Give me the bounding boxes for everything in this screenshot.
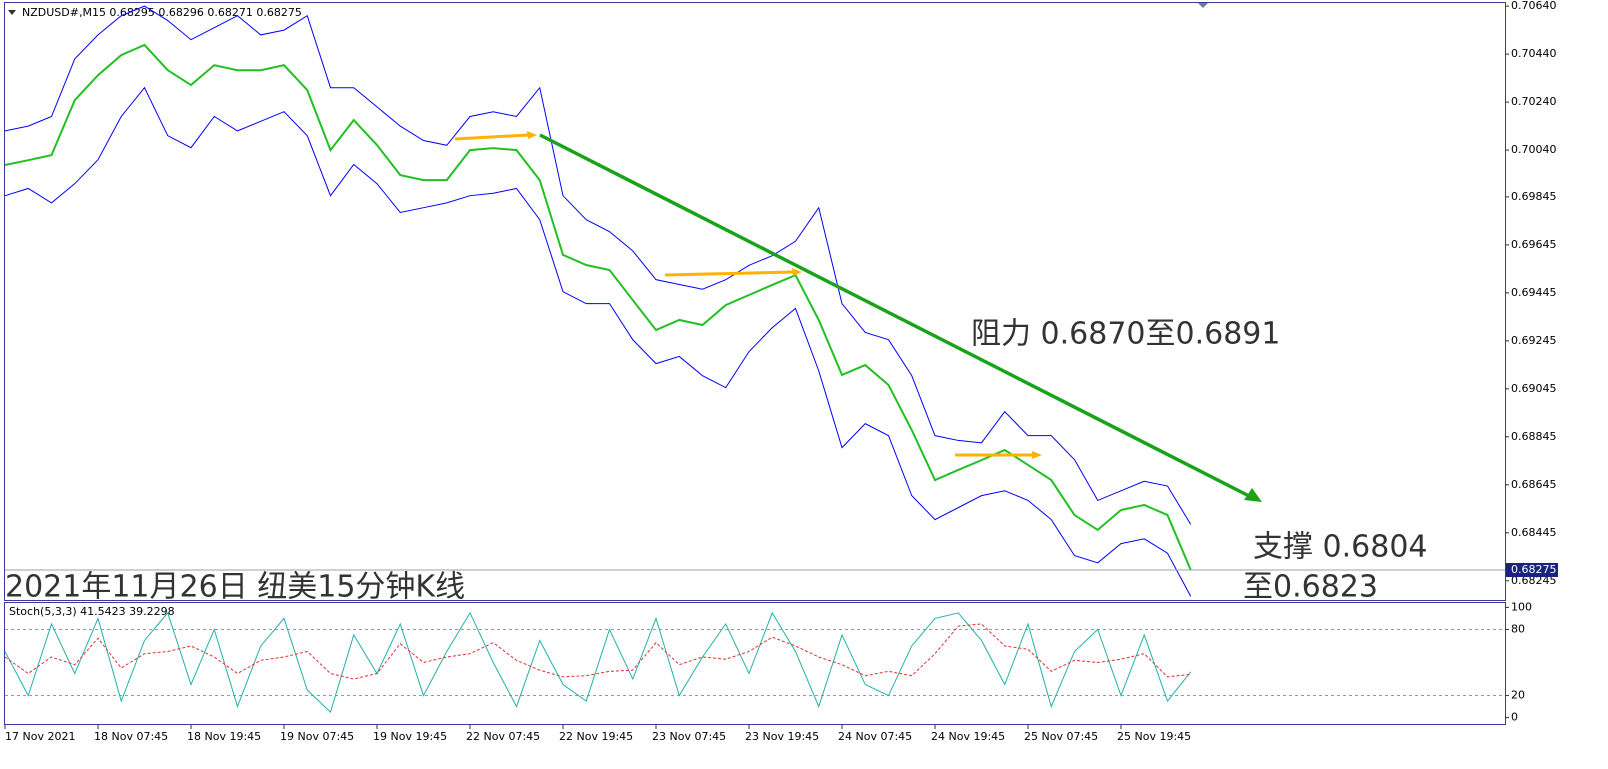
support-note: 至0.6823: [1243, 570, 1378, 605]
x-tick-label: 18 Nov 19:45: [187, 730, 261, 743]
x-tick-label: 25 Nov 19:45: [1117, 730, 1191, 743]
y-tick-label: 0.69445: [1511, 286, 1557, 299]
x-tick-label: 23 Nov 07:45: [652, 730, 726, 743]
level-arrow-head: [792, 268, 802, 276]
y-tick-label: 0.69845: [1511, 190, 1557, 203]
y-tick-label: 0.70440: [1511, 47, 1557, 60]
menu-arrow: [8, 10, 16, 15]
y-tick-label: 0.69645: [1511, 238, 1557, 251]
x-tick-label: 24 Nov 19:45: [931, 730, 1005, 743]
x-tick-label: 24 Nov 07:45: [838, 730, 912, 743]
trend-line: [539, 133, 1256, 501]
y-tick-label: 0.68645: [1511, 478, 1557, 491]
y-tick-label: 0.69045: [1511, 382, 1557, 395]
shift-marker: [1198, 3, 1208, 8]
y-tick-label: 0.70240: [1511, 95, 1557, 108]
y-tick-label: 0: [1511, 711, 1518, 724]
level-arrow: [454, 133, 529, 141]
x-tick-label: 22 Nov 07:45: [466, 730, 540, 743]
y-tick-label: 0.69245: [1511, 334, 1557, 347]
stoch-frame: [4, 602, 1506, 725]
series-line: [4, 611, 1192, 714]
level-arrow-head: [1032, 451, 1042, 459]
y-tick-label: 20: [1511, 689, 1525, 702]
symbol-header: NZDUSD#,M15 0.68295 0.68296 0.68271 0.68…: [22, 6, 302, 19]
support-note: 支撑 0.6804: [1253, 530, 1428, 565]
x-tick-label: 17 Nov 2021: [5, 730, 75, 743]
series-line: [4, 5, 1192, 525]
x-tick-label: 18 Nov 07:45: [94, 730, 168, 743]
level-arrow-head: [527, 131, 537, 139]
x-tick-label: 23 Nov 19:45: [745, 730, 819, 743]
series-line: [4, 623, 1191, 680]
x-tick-label: 22 Nov 19:45: [559, 730, 633, 743]
caption: 2021年11月26日 纽美15分钟K线: [5, 570, 465, 605]
x-tick-label: 25 Nov 07:45: [1024, 730, 1098, 743]
level-arrow: [664, 270, 794, 277]
stoch-header: Stoch(5,3,3) 41.5423 39.2298: [9, 605, 175, 618]
resistance-note: 阻力 0.6870至0.6891: [971, 317, 1280, 352]
trend-arrow-head: [1244, 488, 1262, 502]
current-price-box: [1506, 563, 1558, 578]
y-tick-label: 0.68245: [1511, 574, 1557, 587]
y-tick-label: 0.68445: [1511, 526, 1557, 539]
main-frame: [4, 2, 1506, 601]
y-tick-label: 0.70640: [1511, 0, 1557, 12]
x-tick-label: 19 Nov 19:45: [373, 730, 447, 743]
y-tick-label: 100: [1511, 600, 1532, 613]
current-price-label: 0.68275: [1511, 563, 1557, 576]
y-tick-label: 0.68845: [1511, 430, 1557, 443]
x-tick-label: 19 Nov 07:45: [280, 730, 354, 743]
y-tick-label: 0.70040: [1511, 143, 1557, 156]
y-tick-label: 80: [1511, 622, 1525, 635]
series-line: [4, 86, 1192, 597]
